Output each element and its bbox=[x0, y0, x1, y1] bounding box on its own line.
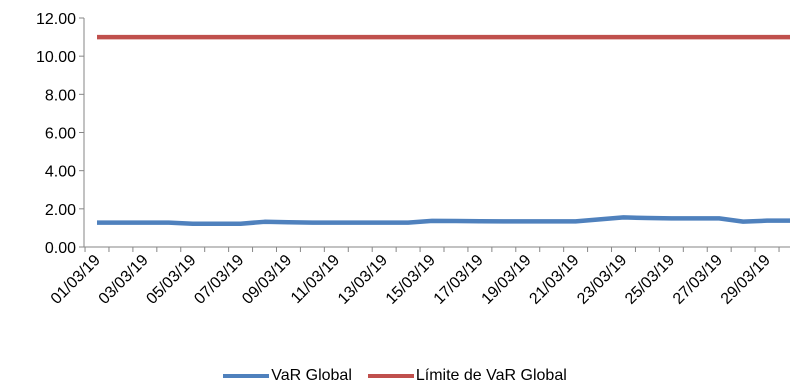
legend-swatch-var-global bbox=[223, 374, 270, 378]
legend-swatch-limite-var-global bbox=[367, 374, 414, 378]
x-tick-label: 27/03/19 bbox=[670, 252, 726, 308]
x-tick-label: 15/03/19 bbox=[383, 252, 439, 308]
legend-label-var-global: VaR Global bbox=[271, 367, 352, 384]
x-tick-label: 19/03/19 bbox=[479, 252, 535, 308]
x-tick-label: 07/03/19 bbox=[191, 252, 247, 308]
x-axis: 01/03/1903/03/1905/03/1907/03/1909/03/19… bbox=[48, 246, 790, 308]
x-tick-label: 25/03/19 bbox=[622, 252, 678, 308]
x-tick-label: 03/03/19 bbox=[96, 252, 152, 308]
x-tick-label: 17/03/19 bbox=[431, 252, 487, 308]
y-tick-label: 10.00 bbox=[36, 49, 76, 66]
x-tick-label: 21/03/19 bbox=[526, 252, 582, 308]
x-tick-label: 29/03/19 bbox=[718, 252, 774, 308]
series-layer bbox=[97, 34, 790, 226]
legend-item-limite-var-global: Límite de VaR Global bbox=[367, 367, 567, 385]
y-tick-label: 2.00 bbox=[45, 202, 76, 219]
x-tick-label: 11/03/19 bbox=[288, 252, 343, 307]
y-tick-label: 12.00 bbox=[36, 11, 76, 28]
series-line-0 bbox=[97, 215, 790, 226]
y-tick-label: 8.00 bbox=[45, 87, 76, 104]
x-tick-label: 09/03/19 bbox=[239, 252, 295, 308]
x-tick-label: 05/03/19 bbox=[143, 252, 199, 308]
y-axis: 0.00 2.00 4.00 6.00 8.00 10.00 12.00 bbox=[36, 11, 85, 257]
y-tick-label: 0.00 bbox=[45, 240, 76, 257]
x-tick-label: 13/03/19 bbox=[335, 252, 391, 308]
legend-item-var-global: VaR Global bbox=[223, 367, 352, 385]
legend-label-limite-var-global: Límite de VaR Global bbox=[415, 367, 567, 384]
x-tick-label: 23/03/19 bbox=[574, 252, 630, 308]
x-tick-label: 01/03/19 bbox=[48, 252, 104, 308]
legend: VaR Global Límite de VaR Global bbox=[0, 364, 790, 388]
y-tick-label: 4.00 bbox=[45, 164, 76, 181]
y-tick-label: 6.00 bbox=[45, 126, 76, 143]
